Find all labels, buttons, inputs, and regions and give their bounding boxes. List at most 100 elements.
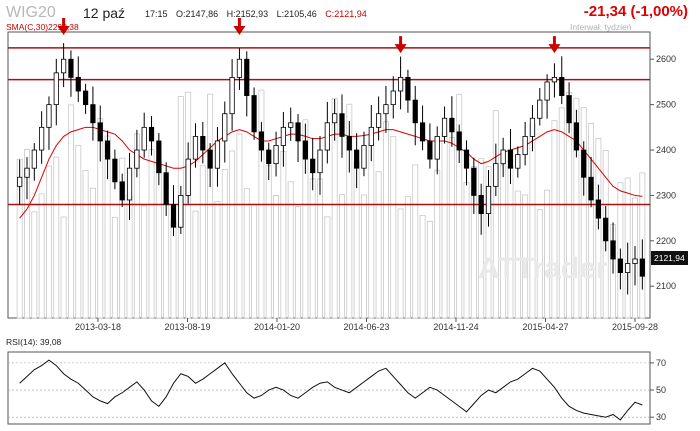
candle-body: [288, 122, 294, 128]
volume-bar: [361, 194, 367, 319]
candle-body: [456, 131, 462, 151]
volume-bar: [229, 150, 236, 319]
candle-body: [222, 113, 228, 142]
candle-body: [17, 176, 23, 187]
volume-bar: [485, 166, 492, 319]
volume-bar: [273, 195, 280, 319]
candle-body: [376, 113, 382, 128]
candle-body: [82, 90, 89, 106]
volume-bar: [536, 209, 543, 319]
volume-bar: [456, 93, 463, 319]
candle-body: [324, 122, 330, 151]
quote-time: 17:15: [145, 9, 168, 19]
candle-body: [192, 136, 199, 160]
arrow-marker-head: [394, 44, 407, 54]
rsi-line: [19, 359, 643, 421]
candle-body: [185, 158, 191, 196]
quote-close: C:2121,94: [325, 9, 367, 19]
candle-body: [156, 140, 162, 174]
candle-body: [53, 72, 59, 106]
volume-bar: [588, 122, 595, 319]
candle-body: [332, 113, 338, 124]
candle-body: [39, 126, 45, 151]
candle-body: [97, 122, 103, 142]
candle-body: [390, 90, 396, 106]
candle-body: [104, 140, 111, 160]
candle-body: [46, 104, 52, 128]
volume-bar: [390, 136, 397, 319]
candle-body: [280, 126, 286, 146]
volume-bar: [441, 132, 448, 319]
volume-bar: [544, 189, 551, 319]
volume-bar: [280, 151, 287, 319]
candle-body: [632, 258, 638, 264]
candle-body: [236, 58, 243, 78]
volume-bar: [500, 164, 507, 319]
candle-body: [75, 76, 81, 92]
volume-bar: [412, 164, 419, 319]
volume-bar: [514, 190, 521, 319]
candle-body: [148, 126, 155, 142]
volume-bar: [580, 107, 587, 319]
quote-line: 17:15 O:2147,86 H:2152,93 L:2105,46 C:21…: [145, 9, 373, 19]
volume-bar: [236, 133, 243, 319]
x-tick-label: 2014-06-23: [343, 322, 389, 332]
watermark-logo: ATTrader: [478, 252, 608, 285]
y-tick-label: 2400: [656, 145, 676, 155]
volume-bar: [251, 203, 258, 319]
candle-body: [163, 172, 169, 205]
candle-body: [295, 122, 301, 142]
candle-body: [68, 58, 74, 78]
volume-bar: [419, 214, 426, 319]
volume-bar: [53, 156, 60, 319]
y-tick-label: 2200: [656, 236, 676, 246]
candle-body: [258, 131, 265, 151]
volume-bar: [111, 216, 118, 319]
volume-bar: [119, 157, 126, 319]
volume-bar: [75, 145, 82, 319]
candle-body: [566, 95, 572, 124]
candle-body: [500, 149, 506, 165]
volume-bar: [324, 216, 331, 319]
y-tick-label: 2300: [656, 190, 676, 200]
candle-body: [478, 195, 484, 214]
candle-body: [354, 149, 360, 169]
x-tick-label: 2013-08-19: [164, 322, 210, 332]
volume-bar: [375, 171, 382, 319]
volume-bar: [529, 123, 536, 319]
volume-bar: [397, 208, 404, 319]
x-tick-label: 2015-09-28: [612, 322, 658, 332]
candle-body: [346, 136, 352, 151]
candle-body: [383, 104, 389, 115]
candle-body: [368, 126, 374, 146]
volume-bar: [434, 169, 441, 319]
volume-bar: [317, 178, 323, 319]
session-date: 12 paź: [83, 5, 126, 21]
volume-bar: [141, 205, 148, 319]
volume-bar: [243, 188, 250, 319]
candle-body: [471, 167, 477, 196]
candle-body: [544, 81, 550, 101]
candle-body: [588, 176, 594, 201]
y-tick-label: 2100: [656, 281, 676, 291]
volume-bar: [492, 110, 499, 319]
volume-bar: [507, 166, 514, 319]
candle-body: [141, 126, 147, 151]
volume-bar: [302, 119, 309, 319]
candle-body: [24, 167, 30, 178]
candle-body: [581, 149, 587, 178]
candle-body: [214, 140, 221, 169]
candle-body: [126, 167, 133, 201]
x-tick-label: 2015-04-27: [522, 322, 568, 332]
volume-bar: [287, 181, 294, 319]
candle-body: [610, 240, 616, 260]
interval-label[interactable]: Interwał: tydzień: [570, 22, 632, 32]
candle-body: [419, 122, 426, 142]
volume-bar: [89, 187, 96, 319]
candle-body: [405, 76, 411, 101]
volume-bar: [60, 216, 67, 319]
x-tick-label: 2014-01-20: [254, 322, 300, 332]
volume-bar: [38, 193, 45, 319]
arrow-marker-head: [57, 26, 70, 35]
